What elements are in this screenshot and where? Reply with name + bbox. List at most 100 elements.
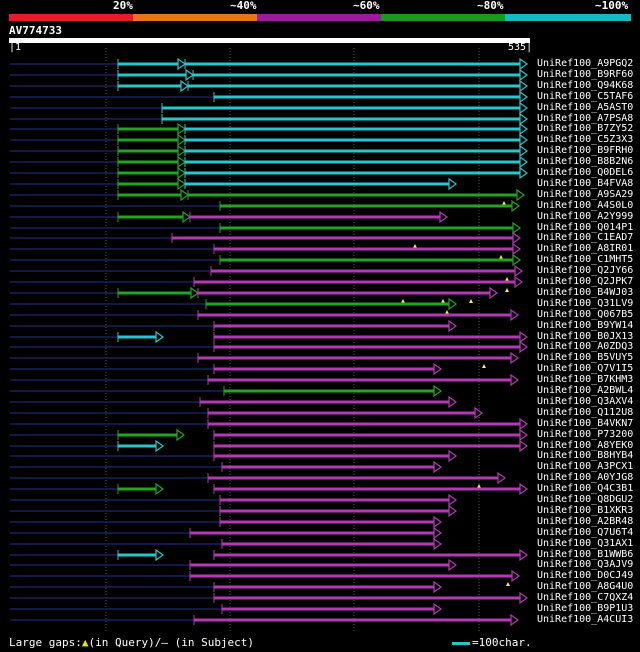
hit-row <box>10 286 499 303</box>
hit-label[interactable]: UniRef100_A0ZDQ3 <box>537 341 634 352</box>
hit-label[interactable]: UniRef100_B9YW14 <box>537 320 634 331</box>
arrow-head <box>519 144 529 158</box>
gap-marker <box>401 299 405 303</box>
arrow-head <box>448 319 458 333</box>
hit-label[interactable]: UniRef100_B1XKR3 <box>537 505 634 516</box>
hit-label[interactable]: UniRef100_B9P1U3 <box>537 603 634 614</box>
arrow-head <box>182 210 192 224</box>
legend-suffix: (in Query)/– (in Subject) <box>88 636 255 649</box>
hit-label[interactable]: UniRef100_C5Z3X3 <box>537 134 634 145</box>
hit-row <box>10 166 529 180</box>
hit-label[interactable]: UniRef100_P73200 <box>537 429 634 440</box>
arrow-head <box>519 133 529 147</box>
hit-label[interactable]: UniRef100_D0CJ49 <box>537 570 634 581</box>
hit-row <box>10 199 521 213</box>
hit-label[interactable]: UniRef100_B5VUY5 <box>537 352 634 363</box>
hit-row <box>10 242 522 259</box>
arrow-head <box>510 308 520 322</box>
arrow-head <box>180 79 190 93</box>
hit-row <box>10 373 520 387</box>
hit-label[interactable]: UniRef100_Q8DGU2 <box>537 494 634 505</box>
hit-label[interactable]: UniRef100_B9RF60 <box>537 69 634 80</box>
hit-row <box>10 319 458 333</box>
hit-row <box>10 428 529 442</box>
hit-row <box>10 537 443 551</box>
arrow-head <box>177 57 187 71</box>
hit-label[interactable]: UniRef100_Q7U6T4 <box>537 527 634 538</box>
hit-label[interactable]: UniRef100_A0YJG8 <box>537 472 634 483</box>
hit-label[interactable]: UniRef100_A2Y999 <box>537 211 634 222</box>
identity-scale: 20% ~40% ~60% ~80% ~100% <box>0 0 640 24</box>
hit-label[interactable]: UniRef100_B4VKN7 <box>537 418 634 429</box>
hit-label[interactable]: UniRef100_C5TAF6 <box>537 91 634 102</box>
hit-label[interactable]: UniRef100_A8IR01 <box>537 243 634 254</box>
hit-label[interactable]: UniRef100_B7KHM3 <box>537 374 634 385</box>
hit-label[interactable]: UniRef100_A4CUI3 <box>537 614 634 625</box>
hit-label[interactable]: UniRef100_B1WWB6 <box>537 549 634 560</box>
hit-label[interactable]: UniRef100_Q31AX1 <box>537 538 634 549</box>
arrow-head <box>519 57 529 71</box>
hit-label[interactable]: UniRef100_B9FRH0 <box>537 145 634 156</box>
arrow-head <box>519 122 529 136</box>
arrow-head <box>510 351 520 365</box>
hit-label[interactable]: UniRef100_B7ZY52 <box>537 123 634 134</box>
hit-label[interactable]: UniRef100_A4S0L0 <box>537 200 634 211</box>
hit-label[interactable]: UniRef100_A3PCX1 <box>537 461 634 472</box>
hit-row <box>10 122 529 136</box>
arrow-head <box>516 188 526 202</box>
hit-label[interactable]: UniRef100_C1MHT5 <box>537 254 634 265</box>
arrow-head <box>433 526 443 540</box>
gap-marker <box>506 582 510 586</box>
hit-label[interactable]: UniRef100_A9PGQ2 <box>537 58 634 69</box>
hit-label[interactable]: UniRef100_C1EAD7 <box>537 232 634 243</box>
hit-label[interactable]: UniRef100_Q4C3B1 <box>537 483 634 494</box>
arrow-head <box>155 330 165 344</box>
hit-row <box>10 308 520 322</box>
hit-label[interactable]: UniRef100_Q2JPK7 <box>537 276 634 287</box>
hit-label[interactable]: UniRef100_Q7V1I5 <box>537 363 634 374</box>
hit-label[interactable]: UniRef100_Q94K68 <box>537 80 634 91</box>
hit-label[interactable]: UniRef100_B8B2N6 <box>537 156 634 167</box>
scale-label: ~60% <box>353 0 380 12</box>
hit-label[interactable]: UniRef100_A9SA29 <box>537 189 634 200</box>
arrow-head <box>519 68 529 82</box>
hit-label[interactable]: UniRef100_A8G4U0 <box>537 581 634 592</box>
hit-label[interactable]: UniRef100_Q067B5 <box>537 309 634 320</box>
arrow-head <box>190 286 200 300</box>
hit-label[interactable]: UniRef100_B8HYB4 <box>537 450 634 461</box>
hit-row <box>10 591 529 605</box>
hit-row <box>10 79 529 93</box>
hit-label[interactable]: UniRef100_Q0DEL6 <box>537 167 634 178</box>
gap-marker <box>469 299 473 303</box>
hit-row <box>10 155 529 169</box>
arrow-head <box>497 471 507 485</box>
hit-label[interactable]: UniRef100_Q2JY66 <box>537 265 634 276</box>
gap-marker <box>482 364 486 368</box>
hit-label[interactable]: UniRef100_A8YEK0 <box>537 440 634 451</box>
arrow-head <box>155 548 165 562</box>
hit-row <box>10 68 529 82</box>
hit-label[interactable]: UniRef100_B0JX13 <box>537 331 634 342</box>
hit-label[interactable]: UniRef100_Q3AJV9 <box>537 559 634 570</box>
arrow-head <box>177 166 187 180</box>
hit-label[interactable]: UniRef100_B4FVA8 <box>537 178 634 189</box>
hit-label[interactable]: UniRef100_Q014P1 <box>537 222 634 233</box>
hit-label[interactable]: UniRef100_Q3AXV4 <box>537 396 634 407</box>
hit-label[interactable]: UniRef100_B4WJ03 <box>537 287 634 298</box>
hit-label[interactable]: UniRef100_Q31LV9 <box>537 298 634 309</box>
hit-row <box>10 90 529 104</box>
hit-label[interactable]: UniRef100_A2BWL4 <box>537 385 634 396</box>
arrow-head <box>433 580 443 594</box>
hit-label[interactable]: UniRef100_C7QXZ4 <box>537 592 634 603</box>
hit-label[interactable]: UniRef100_A2BR48 <box>537 516 634 527</box>
hit-label[interactable]: UniRef100_A5AST0 <box>537 102 634 113</box>
hit-label[interactable]: UniRef100_A7PSA8 <box>537 113 634 124</box>
hit-label[interactable]: UniRef100_Q112U8 <box>537 407 634 418</box>
gap-marker <box>499 255 503 259</box>
arrow-head <box>177 155 187 169</box>
query-start-label: |1 <box>9 42 22 53</box>
scale-segment <box>381 14 505 21</box>
arrow-head <box>519 417 529 431</box>
arrow-head <box>519 548 529 562</box>
arrow-head <box>510 613 520 627</box>
